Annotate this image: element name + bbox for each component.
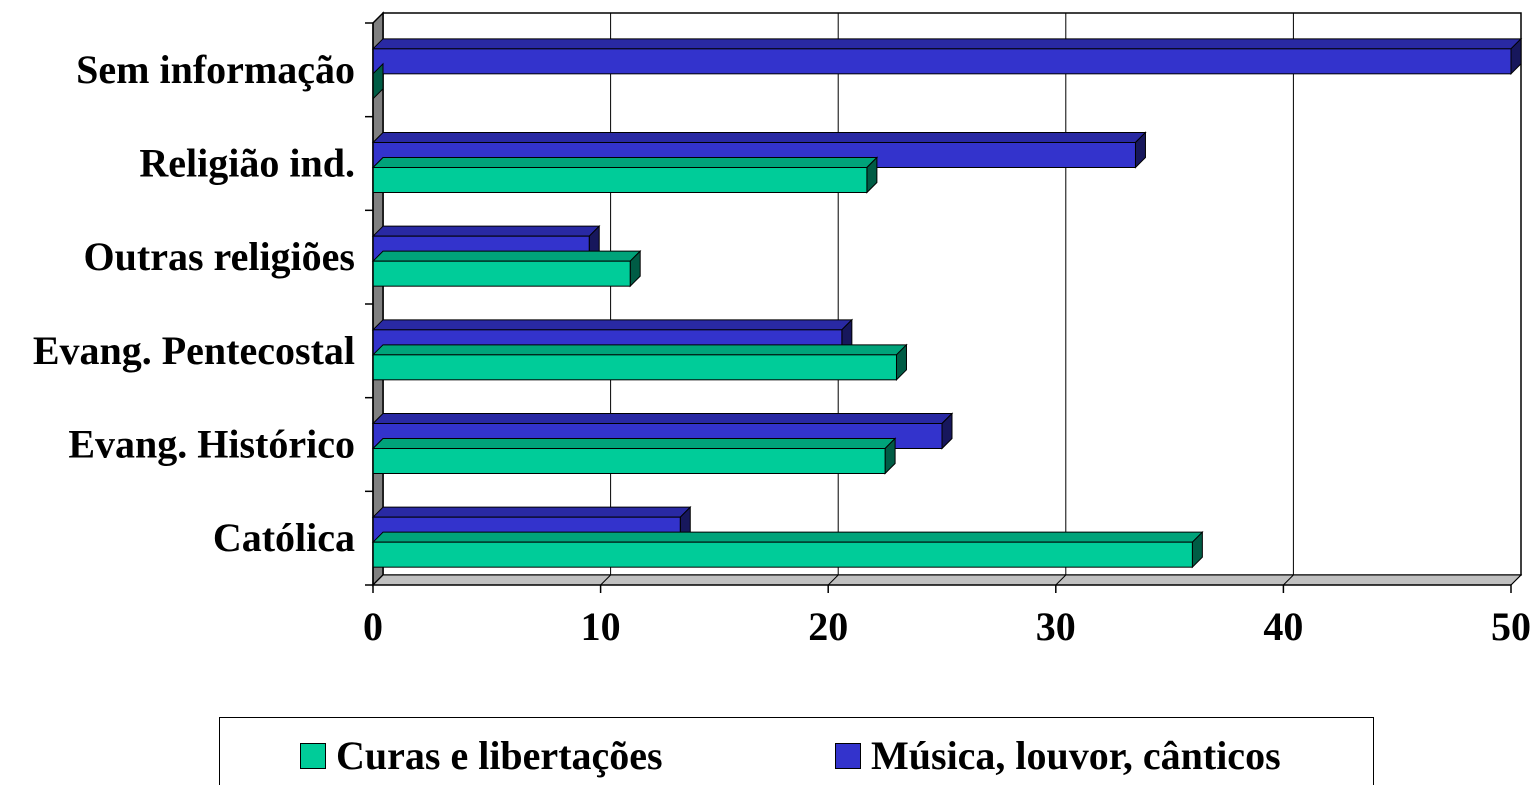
bar-1-5 xyxy=(371,37,1523,76)
x-tick-label-3: 30 xyxy=(1036,604,1076,649)
bar-top-1-4 xyxy=(371,132,1147,143)
bar-0-3 xyxy=(371,249,642,288)
gridline-floor-2 xyxy=(827,574,839,586)
gridline-floor-5 xyxy=(1510,574,1522,586)
tick-labels: 0 10 20 30 40 50 xyxy=(363,604,1531,649)
category-labels: Católica Evang. Histórico Evang. Pentecost… xyxy=(33,47,355,560)
legend: Curas e libertações Música, louvor, cânt… xyxy=(219,717,1374,785)
bar-top-0-0 xyxy=(371,531,1204,543)
category-label-4: Religião ind. xyxy=(139,141,355,186)
floor xyxy=(371,574,1523,586)
gridline-floor-0 xyxy=(372,574,384,586)
bar-top-0-2 xyxy=(371,344,908,356)
bar-front-1-5 xyxy=(372,48,1512,75)
legend-item-musica: Música, louvor, cânticos xyxy=(835,732,1281,779)
side-wall xyxy=(372,11,384,587)
bar-front-0-4 xyxy=(372,167,868,193)
legend-swatch-musica xyxy=(835,742,861,769)
x-tick-label-2: 20 xyxy=(808,604,848,649)
legend-label-musica: Música, louvor, cânticos xyxy=(871,733,1281,778)
legend-swatch-curas xyxy=(300,742,326,769)
bar-top-0-1 xyxy=(371,438,897,449)
bar-0-1 xyxy=(371,437,897,475)
x-tick-label-1: 10 xyxy=(581,604,621,649)
gridline-floor-3 xyxy=(1055,574,1067,586)
legend-item-curas: Curas e libertações xyxy=(300,732,663,779)
bar-front-0-2 xyxy=(372,354,897,381)
gridline-floor-1 xyxy=(600,574,611,586)
bar-top-1-1 xyxy=(371,413,954,424)
category-label-1: Evang. Histórico xyxy=(68,422,355,467)
category-label-3: Outras religiões xyxy=(84,234,355,279)
bar-top-0-4 xyxy=(371,157,879,168)
x-tick-label-5: 50 xyxy=(1491,604,1531,649)
bar-front-0-1 xyxy=(372,448,886,474)
x-tick-label-0: 0 xyxy=(363,604,383,649)
bar-front-0-0 xyxy=(372,541,1193,568)
bar-0-4 xyxy=(371,156,879,194)
bar-chart: Católica Evang. Histórico Evang. Pentecost… xyxy=(33,11,1531,649)
category-label-5: Sem informação xyxy=(76,47,355,92)
category-label-0: Católica xyxy=(213,515,355,560)
bar-0-2 xyxy=(371,343,908,382)
gridlines xyxy=(372,13,1522,586)
legend-label-curas: Curas e libertações xyxy=(336,733,663,778)
bar-0-0 xyxy=(371,530,1204,569)
bar-top-1-3 xyxy=(371,225,601,237)
plot-frame xyxy=(371,11,1523,587)
axes xyxy=(365,22,1512,593)
bar-front-0-3 xyxy=(372,260,631,287)
bar-top-1-2 xyxy=(371,319,854,331)
x-tick-label-4: 40 xyxy=(1263,604,1303,649)
category-label-2: Evang. Pentecostal xyxy=(33,328,355,373)
bar-top-1-0 xyxy=(371,506,692,518)
gridline-floor-4 xyxy=(1283,574,1294,586)
bar-top-0-3 xyxy=(371,250,642,262)
back-wall xyxy=(382,12,1522,576)
bars xyxy=(371,37,1523,569)
bar-top-1-5 xyxy=(371,38,1523,50)
